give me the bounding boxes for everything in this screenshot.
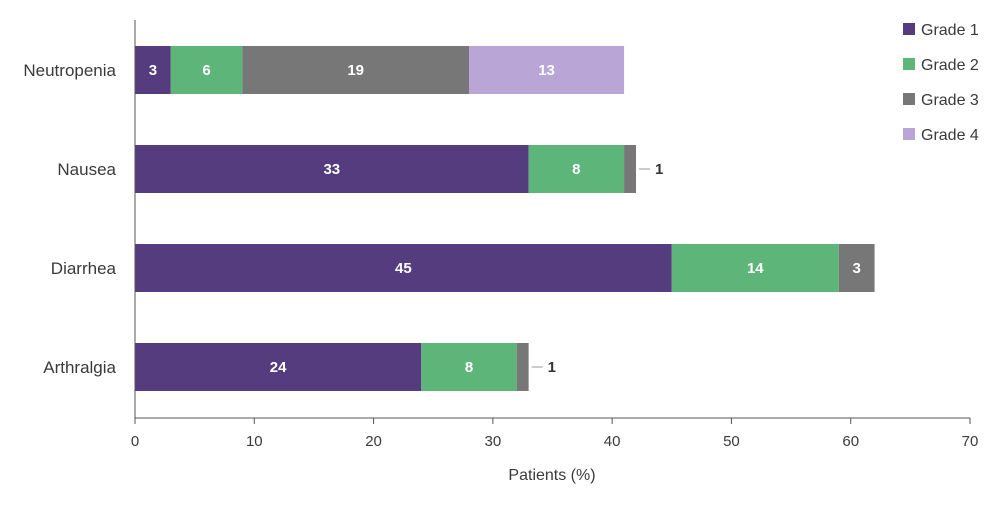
bar-label-neutropenia-grade-1: 3	[149, 62, 157, 79]
bar-label-arthralgia-grade-2: 8	[465, 359, 473, 376]
bar-neutropenia-grade-1	[135, 46, 171, 94]
bars-layer	[135, 46, 875, 391]
bar-diarrhea-grade-3	[838, 244, 875, 292]
category-labels: Neutropenia Nausea Diarrhea Arthralgia	[23, 61, 116, 377]
bar-label-nausea-grade-2: 8	[572, 161, 580, 178]
legend-label-grade-3: Grade 3	[921, 92, 979, 109]
x-tick-label-40: 40	[604, 433, 621, 450]
bar-arthralgia-grade-3	[516, 343, 529, 391]
bar-label-nausea-grade-3: 1	[655, 161, 663, 178]
bar-neutropenia-grade-4	[469, 46, 625, 94]
bar-nausea-grade-1	[135, 145, 529, 193]
bar-label-nausea-grade-1: 33	[323, 161, 340, 178]
bar-label-arthralgia-grade-1: 24	[270, 359, 287, 376]
legend-swatch-grade-1	[903, 23, 915, 35]
bar-nausea-grade-2	[528, 145, 625, 193]
bar-label-arthralgia-grade-3: 1	[548, 359, 556, 376]
x-axis: 0 10 20 30 40 50 60 70	[131, 20, 979, 450]
category-label-diarrhea: Diarrhea	[51, 259, 117, 278]
x-tick-label-50: 50	[723, 433, 740, 450]
x-tick-label-70: 70	[962, 433, 979, 450]
legend-swatch-grade-2	[903, 58, 915, 70]
bar-label-neutropenia-grade-2: 6	[202, 62, 210, 79]
legend-label-grade-2: Grade 2	[921, 57, 979, 74]
x-tick-label-20: 20	[365, 433, 382, 450]
bar-neutropenia-grade-3	[242, 46, 469, 94]
bar-label-neutropenia-grade-4: 13	[538, 62, 555, 79]
x-tick-label-0: 0	[131, 433, 139, 450]
bar-labels-layer: 3 6 19 13 33 8 1 45 14 3 24 8 1	[149, 62, 861, 376]
bar-label-neutropenia-grade-3: 19	[347, 62, 364, 79]
bar-nausea-grade-3	[624, 145, 636, 193]
legend-swatch-grade-4	[903, 128, 915, 140]
category-label-nausea: Nausea	[57, 160, 116, 179]
x-tick-label-60: 60	[842, 433, 859, 450]
category-label-arthralgia: Arthralgia	[43, 358, 116, 377]
legend: Grade 1 Grade 2 Grade 3 Grade 4	[903, 22, 979, 144]
x-tick-label-10: 10	[246, 433, 263, 450]
bar-diarrhea-grade-2	[671, 244, 839, 292]
legend-label-grade-1: Grade 1	[921, 22, 979, 39]
category-label-neutropenia: Neutropenia	[23, 61, 116, 80]
bar-label-diarrhea-grade-1: 45	[395, 260, 412, 277]
legend-swatch-grade-3	[903, 93, 915, 105]
x-axis-title: Patients (%)	[508, 467, 595, 484]
bar-label-diarrhea-grade-3: 3	[853, 260, 861, 277]
bar-arthralgia-grade-2	[421, 343, 517, 391]
bar-neutropenia-grade-2	[170, 46, 243, 94]
bar-diarrhea-grade-1	[135, 244, 672, 292]
bar-label-diarrhea-grade-2: 14	[747, 260, 764, 277]
x-tick-label-30: 30	[485, 433, 502, 450]
legend-label-grade-4: Grade 4	[921, 127, 979, 144]
bar-arthralgia-grade-1	[135, 343, 422, 391]
